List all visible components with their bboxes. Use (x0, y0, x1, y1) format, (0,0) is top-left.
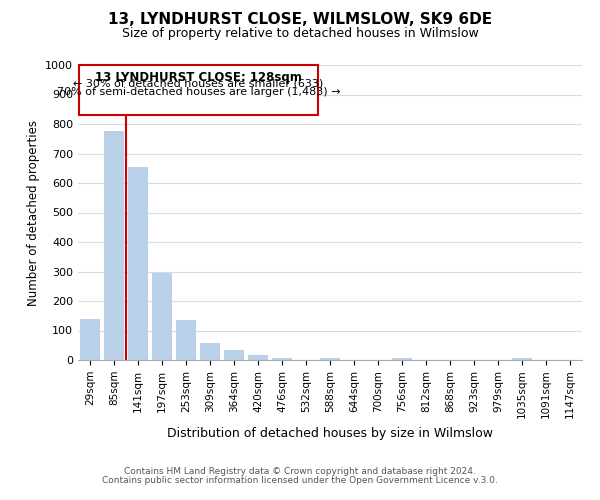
Bar (272, 358, 292, 360)
Bar (224, 350, 244, 360)
Bar (200, 343, 220, 360)
Bar (512, 358, 532, 360)
Bar (104, 132, 124, 360)
Bar (392, 358, 412, 360)
Bar (248, 354, 268, 360)
Bar (320, 358, 340, 360)
Text: Size of property relative to detached houses in Wilmslow: Size of property relative to detached ho… (122, 28, 478, 40)
Bar (176, 320, 196, 360)
Bar (79, 65, 318, 115)
Text: 13 LYNDHURST CLOSE: 128sqm: 13 LYNDHURST CLOSE: 128sqm (95, 71, 302, 84)
Text: ← 30% of detached houses are smaller (633): ← 30% of detached houses are smaller (63… (73, 78, 324, 88)
Y-axis label: Number of detached properties: Number of detached properties (26, 120, 40, 306)
Bar (80, 318, 100, 360)
Text: Contains public sector information licensed under the Open Government Licence v.: Contains public sector information licen… (102, 476, 498, 485)
Bar (152, 273, 172, 360)
Bar (128, 167, 148, 360)
Text: 70% of semi-detached houses are larger (1,483) →: 70% of semi-detached houses are larger (… (57, 87, 340, 97)
X-axis label: Distribution of detached houses by size in Wilmslow: Distribution of detached houses by size … (167, 427, 493, 440)
Text: 13, LYNDHURST CLOSE, WILMSLOW, SK9 6DE: 13, LYNDHURST CLOSE, WILMSLOW, SK9 6DE (108, 12, 492, 28)
Text: Contains HM Land Registry data © Crown copyright and database right 2024.: Contains HM Land Registry data © Crown c… (124, 467, 476, 476)
